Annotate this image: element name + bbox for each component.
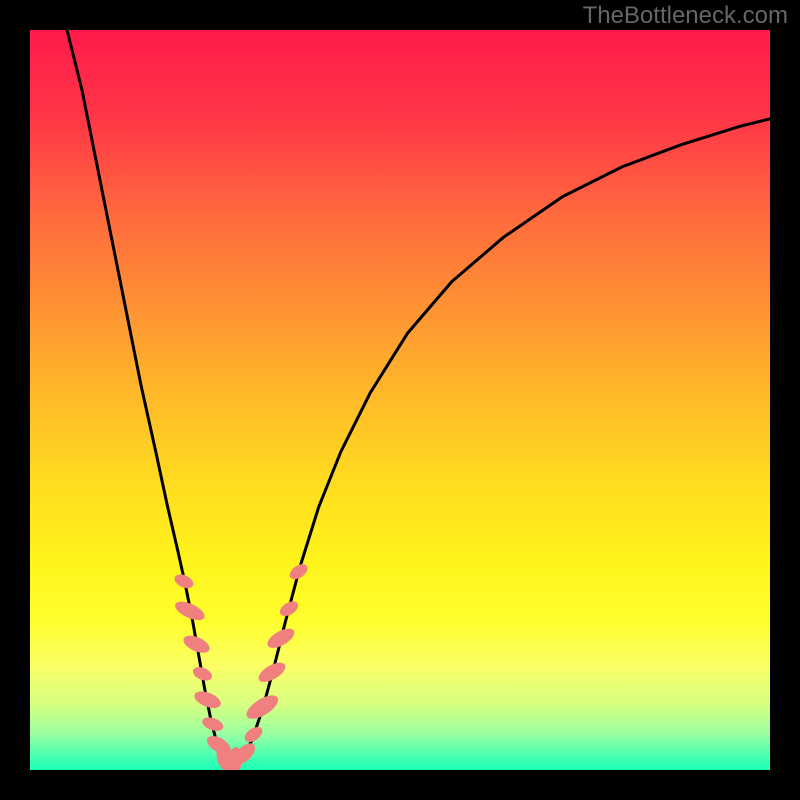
chart-container: { "watermark": "TheBottleneck.com", "can… [0,0,800,800]
bottleneck-chart [30,30,770,770]
watermark-text: TheBottleneck.com [583,2,788,30]
gradient-background [30,30,770,770]
